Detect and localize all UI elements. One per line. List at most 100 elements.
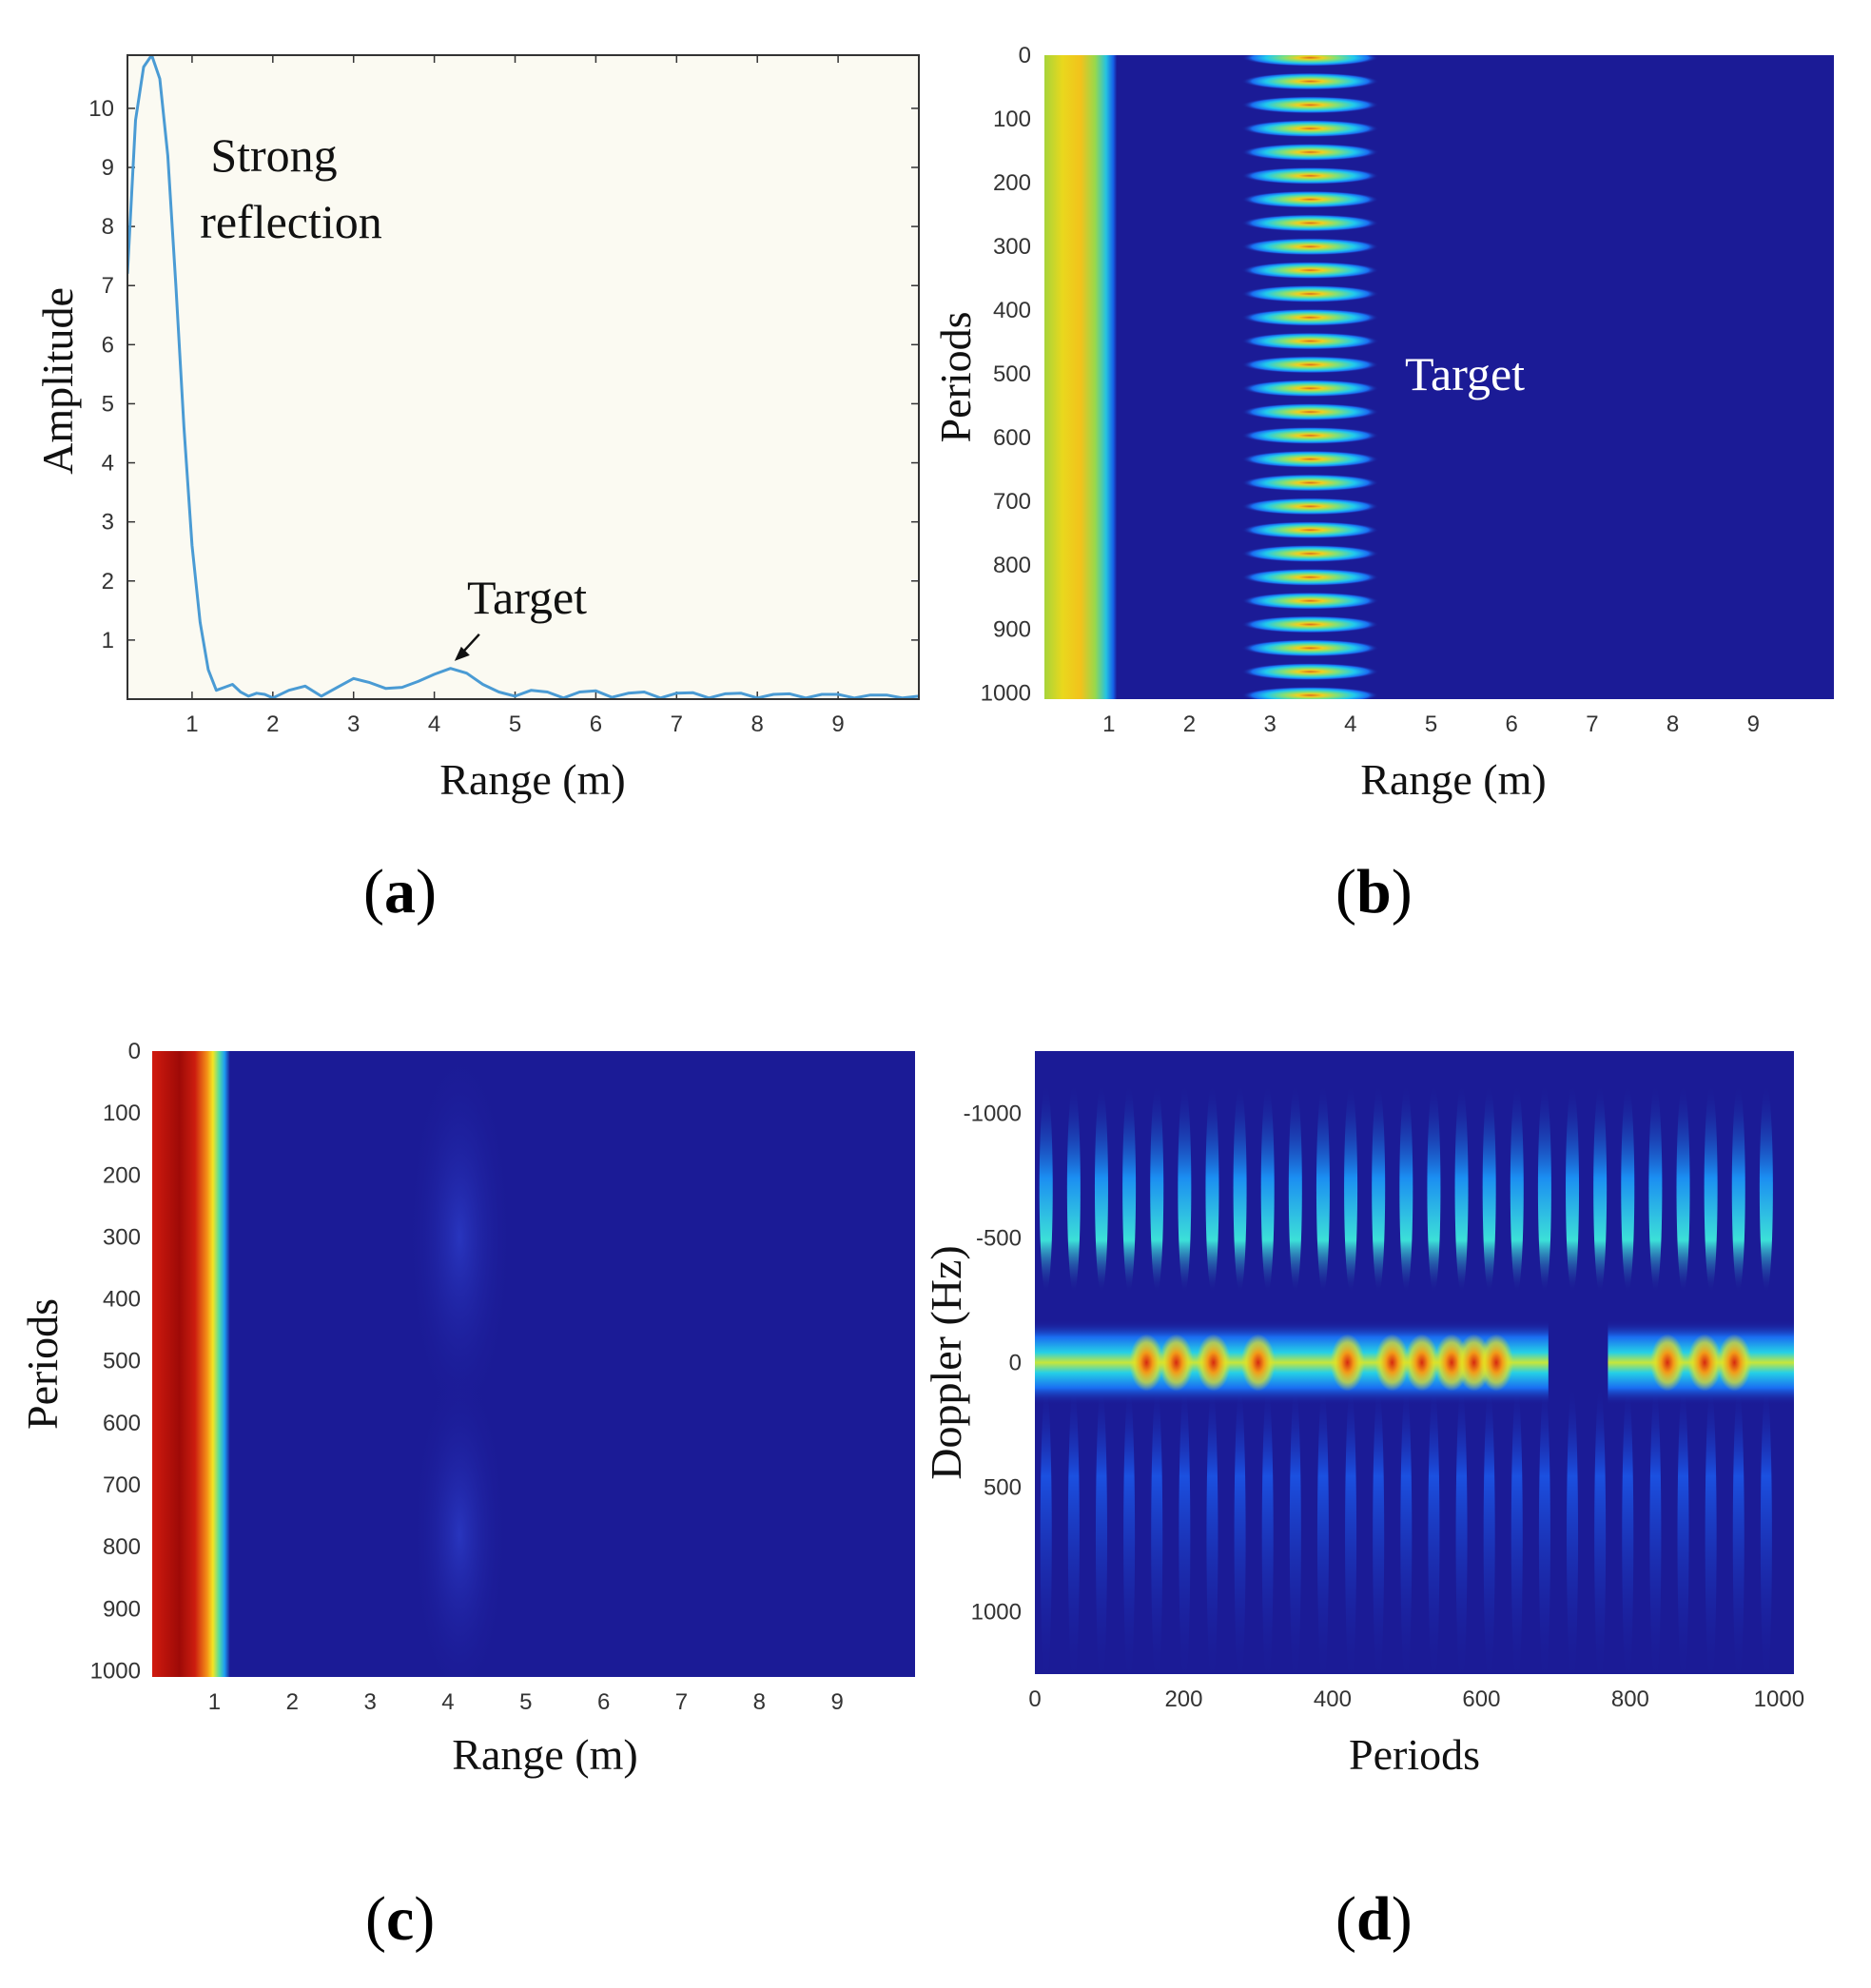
x-tick-label-d: 600 (1462, 1686, 1500, 1712)
target-stripe-b (1241, 450, 1379, 468)
y-tick-label-b: 900 (993, 616, 1031, 642)
doppler-streak-upper (1427, 1083, 1441, 1294)
doppler-streak-lower (1483, 1384, 1495, 1674)
x-tick-label-d: 1000 (1754, 1686, 1804, 1712)
series-line-a (127, 55, 919, 699)
target-stripe-b (1241, 166, 1379, 185)
doppler-streak-lower (1095, 1384, 1107, 1674)
target-stripe-b (1241, 72, 1379, 90)
x-axis-label-d: Periods (1349, 1730, 1480, 1779)
doppler-hotspot (1650, 1334, 1685, 1392)
y-tick-label-b: 0 (1019, 43, 1031, 68)
y-tick-label-b: 100 (993, 107, 1031, 132)
x-tick-label-c: 3 (363, 1689, 376, 1715)
chart-b: Target 1 2 3 4 5 6 7 8 9 0 100 200 300 400 500 600 700 800… (931, 43, 1834, 804)
doppler-streak-lower (1261, 1384, 1274, 1674)
target-stripe-b (1241, 214, 1379, 232)
plot-frame-a (127, 54, 920, 700)
y-tick-label-c: 500 (103, 1349, 141, 1374)
target-stripe-b (1241, 474, 1379, 492)
y-tick-label-c: 200 (103, 1162, 141, 1188)
chart-c: 1 2 3 4 5 6 7 8 9 0 100 200 300 400 500 600 700 800 900 100… (18, 1039, 915, 1779)
x-tick-label-a: 9 (831, 711, 844, 737)
x-tick-label-c: 6 (597, 1689, 610, 1715)
doppler-streak-lower (1455, 1384, 1468, 1674)
doppler-streak-lower (1040, 1384, 1052, 1674)
doppler-hotspot (1479, 1334, 1514, 1392)
doppler-streak-upper (1122, 1083, 1137, 1294)
strong-reflection-band-c (152, 1051, 230, 1677)
target-stripe-b (1241, 568, 1379, 586)
y-tick-label-c: 700 (103, 1472, 141, 1498)
plot-area-a (127, 55, 919, 699)
doppler-hotspot (1330, 1334, 1365, 1392)
doppler-streak-upper (1676, 1083, 1690, 1294)
doppler-streak-lower (1705, 1384, 1717, 1674)
y-tick-label-a: 8 (102, 214, 114, 240)
y-tick-label-a: 9 (102, 155, 114, 181)
target-stripe-b (1241, 615, 1379, 633)
x-tick-label-b: 6 (1506, 711, 1518, 737)
target-stripe-b (1241, 497, 1379, 516)
x-tick-label-a: 6 (590, 711, 602, 737)
doppler-streak-upper (1704, 1083, 1718, 1294)
doppler-streak-upper (1260, 1083, 1275, 1294)
y-tick-label-a: 1 (102, 628, 114, 653)
doppler-hotspot (1404, 1334, 1439, 1392)
annotation-target-b: Target (1405, 347, 1525, 400)
x-tick-label-d: 0 (1028, 1686, 1041, 1712)
doppler-streak-lower (1428, 1384, 1440, 1674)
doppler-streak-upper (1510, 1083, 1524, 1294)
x-tick-label-a: 7 (671, 711, 683, 737)
heatmap-cells-b (1044, 55, 1379, 699)
doppler-streak-upper (1566, 1083, 1580, 1294)
target-stripe-b (1241, 284, 1379, 302)
y-tick-label-a: 2 (102, 569, 114, 594)
doppler-streak-lower (1345, 1384, 1357, 1674)
heatmap-background-c (152, 1051, 915, 1677)
doppler-streak-lower (1179, 1384, 1191, 1674)
doppler-streak-lower (1067, 1384, 1080, 1674)
target-stripe-b (1241, 238, 1379, 256)
annotation-reflection: reflection (200, 195, 382, 248)
doppler-streak-lower (1151, 1384, 1163, 1674)
y-axis-label-d: Doppler (Hz) (922, 1245, 970, 1480)
y-tick-label-a: 5 (102, 391, 114, 417)
residual-target-c (407, 1051, 513, 1428)
y-tick-label-c: 900 (103, 1596, 141, 1622)
x-tick-label-b: 7 (1586, 711, 1598, 737)
y-tick-label-b: 800 (993, 553, 1031, 578)
chart-d: 0 200 400 600 800 1000 -1000 -500 0 500 1000 Period… (922, 1051, 1804, 1779)
y-tick-label-d: 500 (984, 1475, 1022, 1501)
x-tick-label-b: 4 (1344, 711, 1356, 737)
doppler-streak-lower (1732, 1384, 1744, 1674)
doppler-streak-lower (1289, 1384, 1301, 1674)
x-tick-label-c: 4 (441, 1689, 454, 1715)
doppler-hotspot (1717, 1334, 1752, 1392)
doppler-streak-lower (1510, 1384, 1523, 1674)
target-stripe-b (1241, 592, 1379, 610)
target-stripe-b (1241, 380, 1379, 398)
panel-label-b: (b) (1335, 857, 1413, 926)
target-stripe-b (1241, 403, 1379, 421)
doppler-streak-lower (1567, 1384, 1579, 1674)
target-stripe-b (1241, 332, 1379, 350)
panel-label-c: (c) (365, 1884, 436, 1954)
y-tick-label-b: 700 (993, 489, 1031, 515)
x-tick-label-a: 5 (509, 711, 521, 737)
doppler-streak-upper (1066, 1083, 1081, 1294)
x-tick-label-b: 2 (1183, 711, 1196, 737)
target-stripe-b (1241, 262, 1379, 280)
y-axis-label-a: Amplitude (33, 287, 82, 475)
doppler-streak-upper (1482, 1083, 1496, 1294)
panel-label-a: (a) (363, 857, 437, 926)
doppler-streak-lower (1649, 1384, 1662, 1674)
doppler-streak-upper (1648, 1083, 1663, 1294)
annotation-strong: Strong (210, 128, 337, 182)
x-tick-label-c: 7 (675, 1689, 688, 1715)
x-axis-label-b: Range (m) (1360, 755, 1546, 804)
doppler-streak-upper (1621, 1083, 1635, 1294)
x-tick-label-b: 5 (1425, 711, 1437, 737)
x-tick-label-d: 200 (1164, 1686, 1202, 1712)
